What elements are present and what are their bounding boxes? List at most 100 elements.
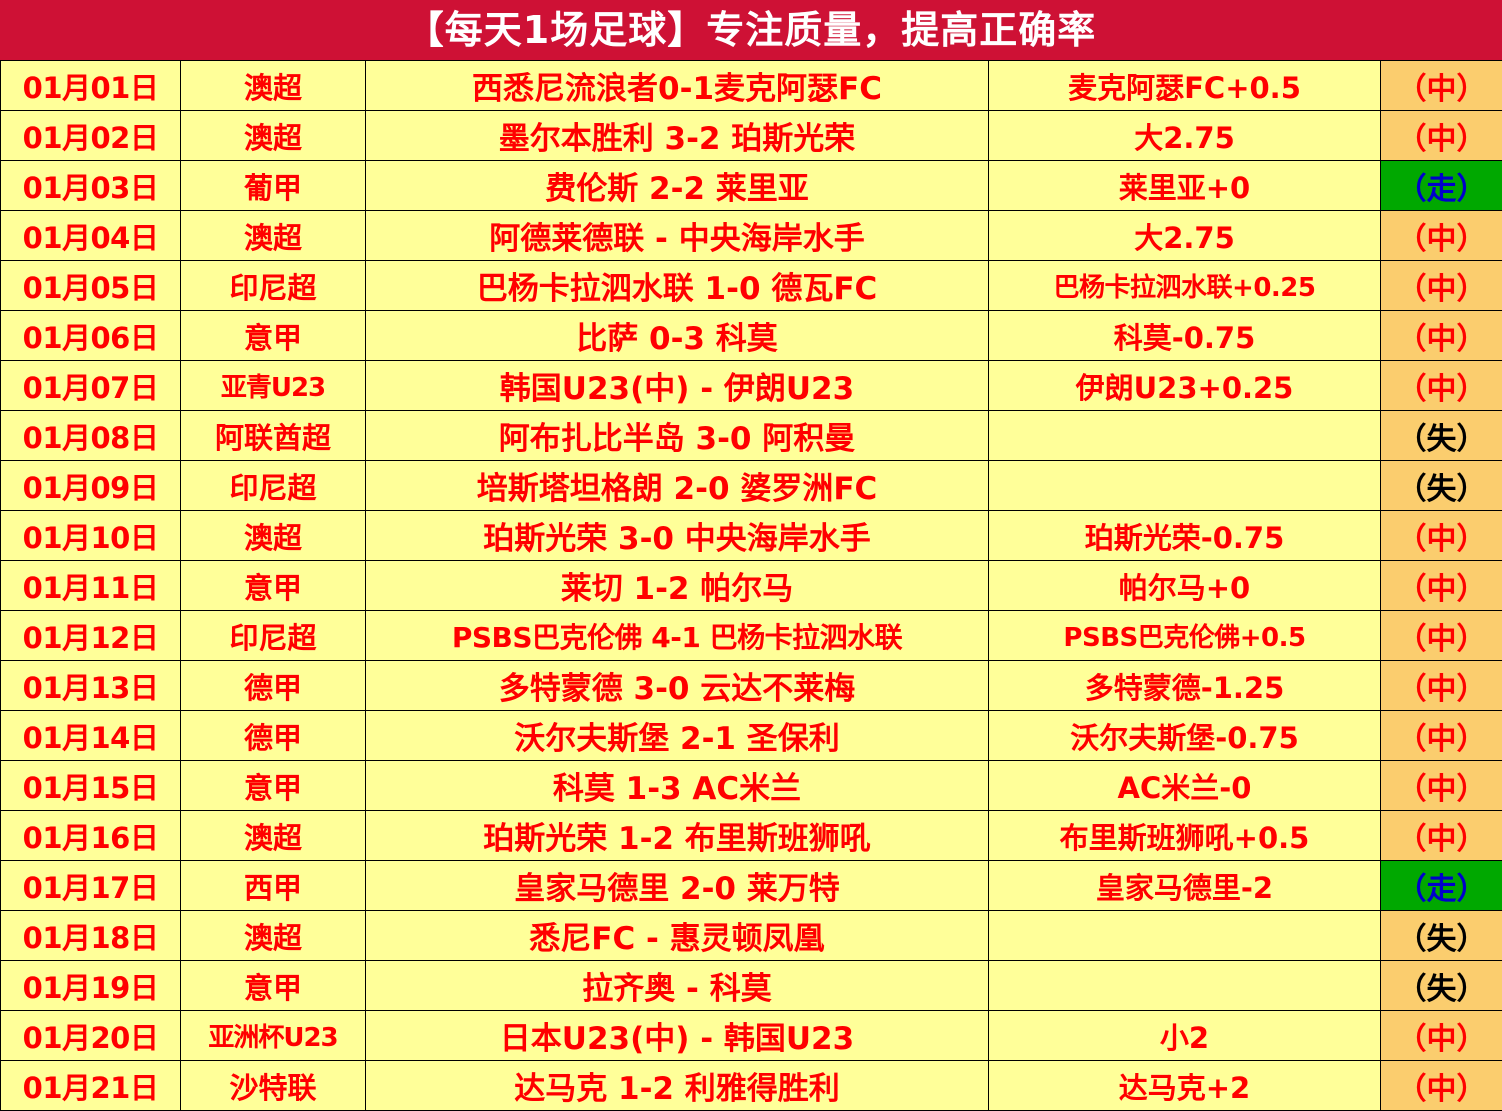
- cell-date[interactable]: 01月16日: [0, 810, 181, 861]
- cell-pick[interactable]: 莱里亚+0: [988, 160, 1381, 211]
- cell-match[interactable]: 培斯塔坦格朗 2-0 婆罗洲FC: [365, 460, 989, 511]
- cell-date[interactable]: 01月11日: [0, 560, 181, 611]
- cell-date[interactable]: 01月19日: [0, 960, 181, 1011]
- cell-date[interactable]: 01月03日: [0, 160, 181, 211]
- table-row[interactable]: 01月09日 印尼超 培斯塔坦格朗 2-0 婆罗洲FC （失）: [0, 460, 1502, 511]
- cell-match[interactable]: 达马克 1-2 利雅得胜利: [365, 1060, 989, 1111]
- cell-league[interactable]: 德甲: [180, 710, 366, 761]
- cell-date[interactable]: 01月09日: [0, 460, 181, 511]
- cell-league[interactable]: 印尼超: [180, 260, 366, 311]
- cell-league[interactable]: 西甲: [180, 860, 366, 911]
- cell-pick[interactable]: [988, 960, 1381, 1011]
- cell-league[interactable]: 葡甲: [180, 160, 366, 211]
- cell-pick[interactable]: [988, 410, 1381, 461]
- table-row[interactable]: 01月02日 澳超 墨尔本胜利 3-2 珀斯光荣 大2.75 （中）: [0, 110, 1502, 161]
- cell-match[interactable]: 比萨 0-3 科莫: [365, 310, 989, 361]
- cell-result-badge[interactable]: （中）: [1380, 1060, 1502, 1111]
- cell-league[interactable]: 德甲: [180, 660, 366, 711]
- cell-pick[interactable]: AC米兰-0: [988, 760, 1381, 811]
- cell-date[interactable]: 01月14日: [0, 710, 181, 761]
- table-row[interactable]: 01月15日 意甲 科莫 1-3 AC米兰 AC米兰-0 （中）: [0, 760, 1502, 811]
- cell-result-badge[interactable]: （中）: [1380, 760, 1502, 811]
- cell-pick[interactable]: PSBS巴克伦佛+0.5: [988, 610, 1381, 661]
- table-row[interactable]: 01月14日 德甲 沃尔夫斯堡 2-1 圣保利 沃尔夫斯堡-0.75 （中）: [0, 710, 1502, 761]
- cell-result-badge[interactable]: （中）: [1380, 610, 1502, 661]
- cell-match[interactable]: 阿德莱德联 - 中央海岸水手: [365, 210, 989, 261]
- table-row[interactable]: 01月08日 阿联酋超 阿布扎比半岛 3-0 阿积曼 （失）: [0, 410, 1502, 461]
- cell-league[interactable]: 澳超: [180, 210, 366, 261]
- cell-league[interactable]: 意甲: [180, 310, 366, 361]
- table-row[interactable]: 01月12日 印尼超 PSBS巴克伦佛 4-1 巴杨卡拉泗水联 PSBS巴克伦佛+0.…: [0, 610, 1502, 661]
- cell-match[interactable]: 拉齐奥 - 科莫: [365, 960, 989, 1011]
- cell-result-badge[interactable]: （中）: [1380, 810, 1502, 861]
- cell-match[interactable]: 日本U23(中) - 韩国U23: [365, 1010, 989, 1061]
- cell-league[interactable]: 沙特联: [180, 1060, 366, 1111]
- cell-date[interactable]: 01月06日: [0, 310, 181, 361]
- cell-league[interactable]: 亚洲杯U23: [180, 1010, 366, 1061]
- cell-result-badge[interactable]: （失）: [1380, 910, 1502, 961]
- cell-match[interactable]: 巴杨卡拉泗水联 1-0 德瓦FC: [365, 260, 989, 311]
- cell-date[interactable]: 01月04日: [0, 210, 181, 261]
- cell-match[interactable]: 沃尔夫斯堡 2-1 圣保利: [365, 710, 989, 761]
- cell-date[interactable]: 01月07日: [0, 360, 181, 411]
- cell-pick[interactable]: 小2: [988, 1010, 1381, 1061]
- cell-result-badge[interactable]: （中）: [1380, 60, 1502, 111]
- cell-match[interactable]: 珀斯光荣 3-0 中央海岸水手: [365, 510, 989, 561]
- cell-date[interactable]: 01月12日: [0, 610, 181, 661]
- cell-date[interactable]: 01月15日: [0, 760, 181, 811]
- table-row[interactable]: 01月03日 葡甲 费伦斯 2-2 莱里亚 莱里亚+0 （走）: [0, 160, 1502, 211]
- cell-pick[interactable]: 巴杨卡拉泗水联+0.25: [988, 260, 1381, 311]
- cell-result-badge[interactable]: （中）: [1380, 510, 1502, 561]
- cell-date[interactable]: 01月13日: [0, 660, 181, 711]
- cell-result-badge[interactable]: （中）: [1380, 260, 1502, 311]
- cell-match[interactable]: 多特蒙德 3-0 云达不莱梅: [365, 660, 989, 711]
- cell-date[interactable]: 01月17日: [0, 860, 181, 911]
- cell-result-badge[interactable]: （中）: [1380, 110, 1502, 161]
- cell-date[interactable]: 01月10日: [0, 510, 181, 561]
- cell-league[interactable]: 澳超: [180, 510, 366, 561]
- cell-result-badge[interactable]: （失）: [1380, 960, 1502, 1011]
- cell-result-badge[interactable]: （失）: [1380, 410, 1502, 461]
- cell-match[interactable]: 韩国U23(中) - 伊朗U23: [365, 360, 989, 411]
- cell-league[interactable]: 印尼超: [180, 610, 366, 661]
- cell-date[interactable]: 01月08日: [0, 410, 181, 461]
- table-row[interactable]: 01月20日 亚洲杯U23 日本U23(中) - 韩国U23 小2 （中）: [0, 1010, 1502, 1061]
- table-row[interactable]: 01月19日 意甲 拉齐奥 - 科莫 （失）: [0, 960, 1502, 1011]
- table-row[interactable]: 01月13日 德甲 多特蒙德 3-0 云达不莱梅 多特蒙德-1.25 （中）: [0, 660, 1502, 711]
- cell-result-badge[interactable]: （失）: [1380, 460, 1502, 511]
- cell-date[interactable]: 01月01日: [0, 60, 181, 111]
- cell-league[interactable]: 意甲: [180, 960, 366, 1011]
- cell-result-badge[interactable]: （走）: [1380, 160, 1502, 211]
- cell-match[interactable]: 莱切 1-2 帕尔马: [365, 560, 989, 611]
- cell-league[interactable]: 澳超: [180, 110, 366, 161]
- table-row[interactable]: 01月10日 澳超 珀斯光荣 3-0 中央海岸水手 珀斯光荣-0.75 （中）: [0, 510, 1502, 561]
- cell-date[interactable]: 01月02日: [0, 110, 181, 161]
- cell-date[interactable]: 01月21日: [0, 1060, 181, 1111]
- table-row[interactable]: 01月05日 印尼超 巴杨卡拉泗水联 1-0 德瓦FC 巴杨卡拉泗水联+0.25 （中）: [0, 260, 1502, 311]
- cell-pick[interactable]: 麦克阿瑟FC+0.5: [988, 60, 1381, 111]
- cell-pick[interactable]: 达马克+2: [988, 1060, 1381, 1111]
- cell-match[interactable]: 悉尼FC - 惠灵顿凤凰: [365, 910, 989, 961]
- cell-pick[interactable]: 科莫-0.75: [988, 310, 1381, 361]
- table-row[interactable]: 01月21日 沙特联 达马克 1-2 利雅得胜利 达马克+2 （中）: [0, 1060, 1502, 1111]
- cell-league[interactable]: 澳超: [180, 60, 366, 111]
- cell-result-badge[interactable]: （中）: [1380, 210, 1502, 261]
- table-row[interactable]: 01月18日 澳超 悉尼FC - 惠灵顿凤凰 （失）: [0, 910, 1502, 961]
- cell-result-badge[interactable]: （中）: [1380, 360, 1502, 411]
- table-row[interactable]: 01月06日 意甲 比萨 0-3 科莫 科莫-0.75 （中）: [0, 310, 1502, 361]
- table-row[interactable]: 01月04日 澳超 阿德莱德联 - 中央海岸水手 大2.75 （中）: [0, 210, 1502, 261]
- cell-league[interactable]: 亚青U23: [180, 360, 366, 411]
- cell-pick[interactable]: 大2.75: [988, 110, 1381, 161]
- cell-pick[interactable]: 大2.75: [988, 210, 1381, 261]
- cell-match[interactable]: PSBS巴克伦佛 4-1 巴杨卡拉泗水联: [365, 610, 989, 661]
- table-row[interactable]: 01月17日 西甲 皇家马德里 2-0 莱万特 皇家马德里-2 （走）: [0, 860, 1502, 911]
- cell-date[interactable]: 01月20日: [0, 1010, 181, 1061]
- cell-league[interactable]: 阿联酋超: [180, 410, 366, 461]
- cell-result-badge[interactable]: （走）: [1380, 860, 1502, 911]
- cell-pick[interactable]: 帕尔马+0: [988, 560, 1381, 611]
- cell-result-badge[interactable]: （中）: [1380, 560, 1502, 611]
- cell-pick[interactable]: 伊朗U23+0.25: [988, 360, 1381, 411]
- cell-pick[interactable]: 沃尔夫斯堡-0.75: [988, 710, 1381, 761]
- cell-league[interactable]: 意甲: [180, 560, 366, 611]
- cell-league[interactable]: 澳超: [180, 910, 366, 961]
